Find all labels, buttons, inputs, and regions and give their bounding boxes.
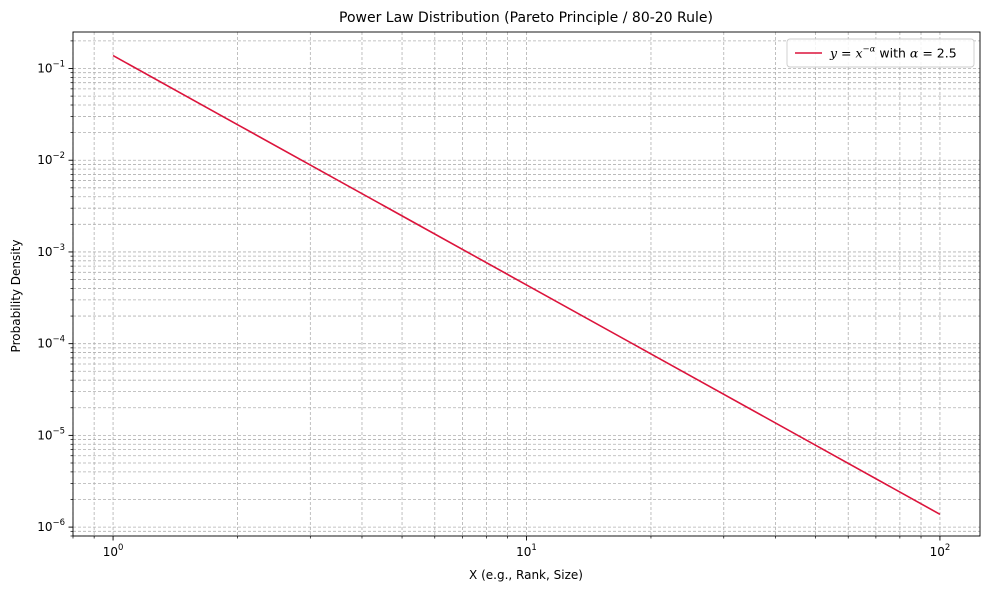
legend-label: y = x−α with α = 2.5 — [829, 45, 957, 61]
x-tick-label: 100 — [103, 543, 124, 559]
chart-title: Power Law Distribution (Pareto Principle… — [339, 10, 713, 26]
y-axis-label: Probability Density — [9, 240, 23, 353]
x-tick-label: 101 — [516, 543, 537, 559]
series-line — [112, 54, 941, 515]
legend-box — [786, 38, 975, 68]
x-tick-label: 102 — [930, 543, 951, 559]
y-tick-label: 10−5 — [37, 426, 65, 442]
grid-lines — [72, 32, 980, 537]
y-tick-label: 10−1 — [37, 59, 65, 75]
y-tick-label: 10−2 — [37, 151, 65, 167]
x-axis-label: X (e.g., Rank, Size) — [469, 568, 583, 582]
y-tick-label: 10−3 — [37, 243, 65, 259]
plot-area: 100 101 102 10−6 10−5 10−4 10−3 10−2 10−1 y = x−α… — [37, 31, 981, 559]
y-tick-label: 10−4 — [37, 335, 65, 351]
legend: y = x−α with α = 2.5 — [786, 38, 975, 68]
tick-marks — [68, 40, 941, 541]
y-tick-label: 10−6 — [37, 518, 65, 534]
